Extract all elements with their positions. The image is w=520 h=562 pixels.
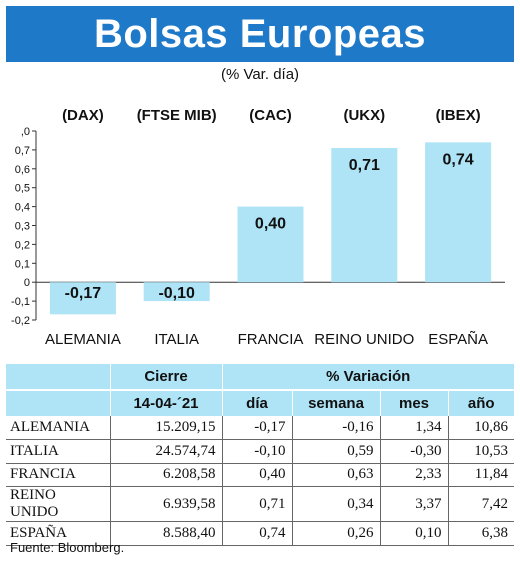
row-cierre: 6.939,58 [109, 486, 222, 523]
chart-title: Bolsas Europeas [93, 11, 427, 56]
row-cierre: 8.588,40 [109, 521, 222, 546]
row-ano: 10,86 [447, 416, 514, 441]
bar-value-label: 0,74 [443, 151, 474, 168]
row-ano: 7,42 [447, 486, 514, 523]
y-tick-label: ,0 [21, 126, 30, 138]
row-dia: 0,40 [221, 463, 292, 488]
y-tick-label: 0,3 [15, 221, 30, 233]
source-note: Fuente: Bloomberg. [10, 540, 125, 555]
group-header-cierre: Cierre [109, 364, 222, 391]
title-banner: Bolsas Europeas [6, 6, 514, 62]
row-ano: 6,38 [447, 521, 514, 546]
table-body: ALEMANIA 15.209,15 -0,17 -0,16 1,34 10,86 ITAL… [6, 416, 514, 546]
sub-header-ano: año [447, 390, 514, 416]
sub-header-mes: mes [379, 390, 448, 416]
y-tick-label: 0,5 [15, 183, 30, 195]
row-dia: 0,74 [221, 521, 292, 546]
index-label: (CAC) [249, 107, 292, 124]
group-header-variacion: % Variación [221, 364, 514, 391]
index-label: (FTSE MIB) [137, 107, 217, 124]
row-mes: -0,30 [379, 439, 448, 464]
bar [143, 282, 210, 302]
row-country: ALEMANIA [6, 416, 110, 441]
row-country: FRANCIA [6, 463, 110, 488]
bar-value-label: 0,71 [349, 157, 380, 174]
sub-header-semana: semana [291, 390, 380, 416]
y-tick-label: 0,4 [15, 202, 30, 214]
bar-value-label: -0,10 [158, 285, 195, 302]
table-row: FRANCIA 6.208,58 0,40 0,63 2,33 11,84 [6, 463, 514, 488]
bar [49, 282, 116, 315]
row-ano: 10,53 [447, 439, 514, 464]
category-label: ESPAÑA [428, 331, 488, 348]
row-country: ITALIA [6, 439, 110, 464]
sub-header-date: 14-04-´21 [109, 390, 222, 416]
index-label: (UKX) [343, 107, 385, 124]
bar [425, 142, 492, 283]
category-label: ITALIA [154, 331, 199, 348]
row-cierre: 24.574,74 [109, 439, 222, 464]
table-row: ESPAÑA 8.588,40 0,74 0,26 0,10 6,38 [6, 521, 514, 546]
row-mes: 1,34 [379, 416, 448, 441]
category-label: REINO UNIDO [314, 331, 414, 348]
y-tick-label: -0,1 [11, 296, 30, 308]
y-tick-label: 0,6 [15, 164, 30, 176]
row-semana: 0,26 [291, 521, 380, 546]
row-semana: 0,34 [291, 486, 380, 523]
bar-value-label: -0,17 [65, 285, 102, 302]
chart-subtitle: (% Var. día) [220, 66, 300, 83]
row-semana: -0,16 [291, 416, 380, 441]
bar [237, 206, 304, 283]
row-semana: 0,63 [291, 463, 380, 488]
table-corner-cell-2 [6, 390, 110, 416]
y-tick-label: -0,2 [11, 315, 30, 327]
bar-value-label: 0,40 [255, 216, 286, 233]
table-group-header-row: Cierre % Variación [6, 364, 514, 391]
category-label: FRANCIA [238, 331, 304, 348]
row-country: ESPAÑA [6, 521, 110, 546]
variation-table: Cierre % Variación 14-04-´21 día semana … [6, 364, 514, 546]
row-cierre: 6.208,58 [109, 463, 222, 488]
y-tick-label: 0,2 [15, 239, 30, 251]
table-row: ALEMANIA 15.209,15 -0,17 -0,16 1,34 10,86 [6, 416, 514, 441]
y-tick-label: 0 [24, 277, 30, 289]
y-tick-label: 0,7 [15, 145, 30, 157]
sub-header-dia: día [221, 390, 292, 416]
row-mes: 0,10 [379, 521, 448, 546]
table-row: REINO UNIDO 6.939,58 0,71 0,34 3,37 7,42 [6, 486, 514, 523]
row-dia: -0,17 [221, 416, 292, 441]
row-semana: 0,59 [291, 439, 380, 464]
bar [331, 148, 398, 283]
row-country: REINO UNIDO [6, 486, 110, 523]
row-mes: 2,33 [379, 463, 448, 488]
y-tick-label: 0,1 [15, 258, 30, 270]
row-dia: 0,71 [221, 486, 292, 523]
index-label: (DAX) [62, 107, 104, 124]
row-cierre: 15.209,15 [109, 416, 222, 441]
table-sub-header-row: 14-04-´21 día semana mes año [6, 390, 514, 416]
index-label: (IBEX) [436, 107, 481, 124]
table-corner-cell [6, 364, 110, 391]
bar-chart: -0,2-0,100,10,20,30,40,50,60,7,0-0,17(DA… [11, 107, 505, 348]
row-ano: 11,84 [447, 463, 514, 488]
table-row: ITALIA 24.574,74 -0,10 0,59 -0,30 10,53 [6, 439, 514, 464]
row-mes: 3,37 [379, 486, 448, 523]
row-dia: -0,10 [221, 439, 292, 464]
category-label: ALEMANIA [45, 331, 121, 348]
